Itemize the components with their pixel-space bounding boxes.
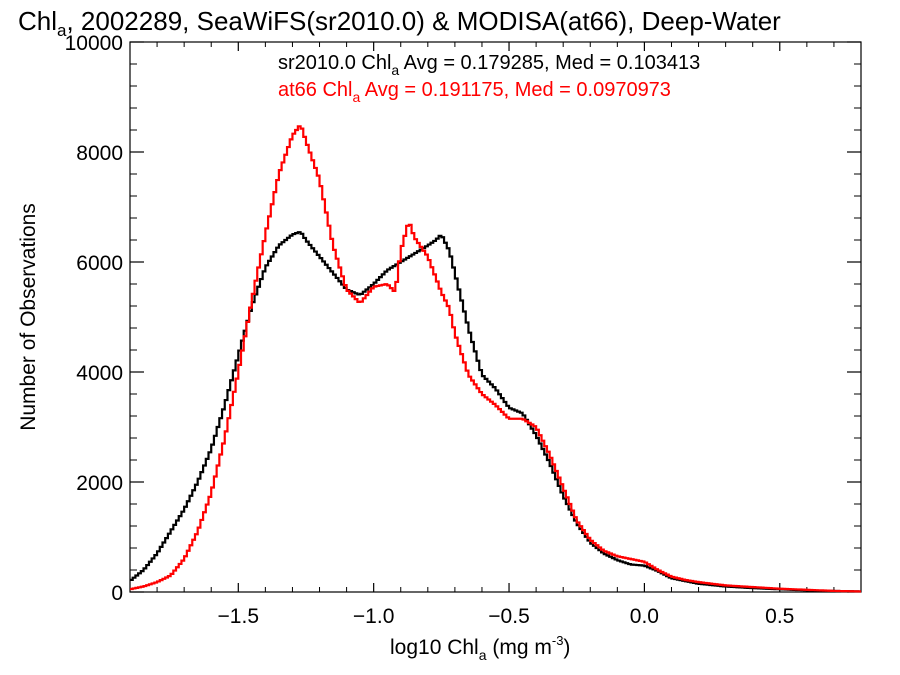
legend-entry-at66: at66 Chla Avg = 0.191175, Med = 0.097097… <box>278 79 671 105</box>
series-line-at66 <box>130 125 861 593</box>
x-tick-label: −1.0 <box>353 605 394 628</box>
y-tick-labels: 0 2000 4000 6000 8000 10000 <box>65 32 123 605</box>
series-layer <box>130 125 861 593</box>
y-tick-label: 4000 <box>76 362 123 385</box>
x-tick-label: −0.5 <box>488 605 529 628</box>
axis-ticks <box>129 41 862 593</box>
series-line-sr2010.0 <box>130 231 861 593</box>
y-tick-label: 10000 <box>65 32 123 55</box>
y-tick-label: 0 <box>111 582 123 605</box>
legend-entry-sr2010: sr2010.0 Chla Avg = 0.179285, Med = 0.10… <box>278 52 700 78</box>
x-axis-label: log10 Chla (mg m-3) <box>390 633 570 663</box>
x-tick-label: 0.5 <box>765 605 794 628</box>
y-axis-label: Number of Observations <box>17 203 40 431</box>
plot-frame <box>129 41 862 593</box>
x-tick-label: 0.0 <box>630 605 659 628</box>
x-tick-label: −1.5 <box>218 605 259 628</box>
y-tick-label: 2000 <box>76 472 123 495</box>
chart-title: Chla, 2002289, SeaWiFS(sr2010.0) & MODIS… <box>18 6 781 40</box>
x-tick-labels: −1.5 −1.0 −0.5 0.0 0.5 <box>218 605 795 628</box>
y-tick-label: 8000 <box>76 142 123 165</box>
y-tick-label: 6000 <box>76 252 123 275</box>
